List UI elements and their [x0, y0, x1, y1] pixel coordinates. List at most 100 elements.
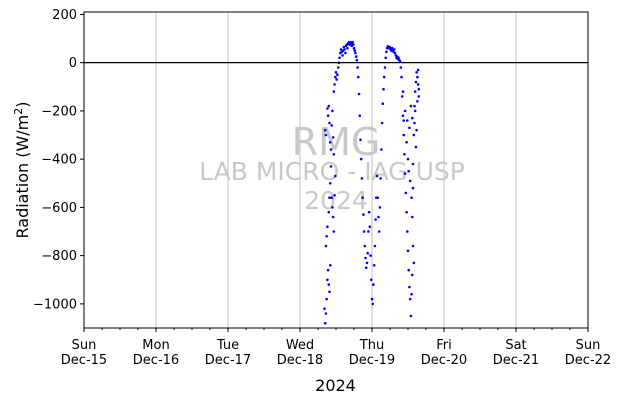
data-point	[406, 249, 410, 253]
data-point	[408, 179, 412, 183]
data-point	[362, 230, 366, 233]
data-point	[414, 80, 418, 84]
x-axis: SunDec-15MonDec-16TueDec-17WedDec-18ThuD…	[61, 328, 611, 368]
data-point	[328, 290, 331, 294]
data-point	[368, 225, 372, 228]
y-axis-label: Radiation (W/m2)	[12, 102, 32, 239]
data-point	[335, 78, 339, 81]
data-point	[408, 126, 411, 130]
data-point	[385, 50, 388, 54]
data-point	[326, 268, 330, 272]
data-point	[323, 307, 326, 311]
data-point	[411, 162, 415, 166]
data-point	[404, 191, 408, 195]
grid	[155, 12, 517, 328]
y-axis-label-close: )	[13, 102, 32, 108]
data-point	[417, 87, 421, 91]
data-point	[332, 230, 336, 233]
data-point	[332, 90, 336, 93]
y-tick-label: −1000	[33, 297, 77, 312]
data-point	[334, 71, 338, 74]
x-axis-label: 2024	[315, 376, 356, 395]
data-point	[359, 157, 363, 161]
data-point	[336, 73, 339, 76]
data-point	[409, 104, 413, 108]
x-tick-label-day: Wed	[286, 338, 314, 353]
data-point	[331, 136, 335, 139]
data-point	[344, 51, 347, 55]
x-tick-label-date: Dec-22	[565, 353, 611, 368]
data-point	[357, 75, 360, 79]
data-point	[352, 46, 356, 50]
data-point	[323, 128, 327, 132]
data-point	[407, 268, 411, 272]
data-point	[358, 114, 362, 117]
data-point	[343, 48, 346, 51]
data-point	[328, 264, 332, 267]
data-point	[406, 230, 409, 233]
data-point	[324, 312, 328, 315]
data-points	[323, 40, 421, 325]
data-point	[328, 141, 332, 144]
data-point	[329, 165, 333, 168]
data-point	[397, 56, 400, 60]
data-point	[331, 215, 335, 219]
data-point	[333, 194, 336, 197]
data-point	[412, 133, 416, 137]
y-axis: 200 0 −200 −400 −600 −800 −1000	[33, 8, 84, 312]
data-point	[325, 297, 328, 301]
x-tick-label-date: Dec-18	[277, 353, 323, 368]
data-point	[416, 68, 420, 72]
data-point	[416, 83, 420, 86]
data-point	[357, 92, 361, 96]
data-point	[376, 196, 380, 199]
data-point	[416, 75, 419, 79]
data-point	[353, 49, 357, 52]
data-point	[380, 121, 384, 125]
data-point	[371, 302, 375, 306]
data-point	[403, 109, 407, 113]
data-point	[408, 297, 412, 301]
data-point	[346, 46, 349, 50]
data-point	[328, 196, 331, 199]
data-point	[334, 75, 337, 79]
y-axis-label-sup: 2	[12, 108, 25, 115]
data-point	[364, 266, 368, 270]
data-point	[407, 169, 411, 173]
data-point	[367, 210, 371, 214]
data-point	[362, 213, 365, 216]
data-point	[400, 75, 403, 79]
data-point	[415, 128, 418, 132]
data-point	[401, 90, 405, 93]
data-point	[365, 261, 369, 265]
watermark-line-2: LAB MICRO - IAG USP	[199, 157, 465, 186]
data-point	[413, 109, 417, 113]
data-point	[413, 121, 416, 125]
data-point	[373, 244, 377, 248]
data-point	[326, 225, 329, 228]
x-tick-label-day: Sat	[505, 338, 526, 353]
y-tick-label: 200	[52, 8, 77, 23]
data-point	[405, 210, 408, 214]
y-tick-label: −200	[41, 104, 77, 119]
data-point	[406, 157, 410, 161]
y-tick-label: −800	[41, 249, 77, 264]
data-point	[393, 48, 396, 51]
y-tick-label: −400	[41, 153, 77, 168]
data-point	[351, 40, 354, 44]
data-point	[415, 71, 418, 74]
data-point	[338, 56, 341, 60]
data-point	[401, 114, 405, 117]
data-point	[325, 235, 328, 238]
data-point	[382, 75, 386, 79]
data-point	[413, 104, 416, 108]
data-point	[393, 51, 397, 55]
data-point	[342, 45, 346, 49]
data-point	[324, 133, 328, 137]
data-point	[331, 109, 334, 113]
data-point	[363, 244, 367, 248]
data-point	[402, 119, 406, 122]
data-point	[333, 83, 336, 86]
data-point	[411, 215, 414, 219]
